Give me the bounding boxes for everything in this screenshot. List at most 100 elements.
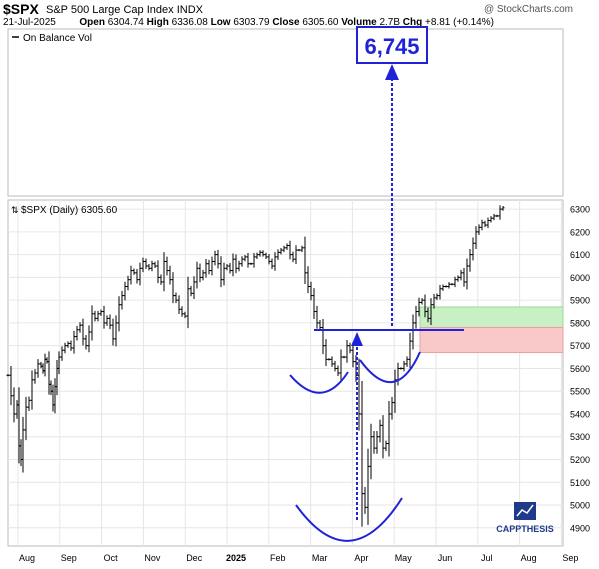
ohlc-bar <box>102 305 106 329</box>
ohlc-bar <box>93 310 97 322</box>
ohlc-bar <box>489 216 493 223</box>
ohlc-bar <box>19 439 23 467</box>
ohlc-bar <box>234 254 238 274</box>
ohlc-bar <box>99 309 103 316</box>
ohlc-bar <box>501 206 505 211</box>
ohlc-row: 21-Jul-2025 Open 6304.74 High 6336.08 Lo… <box>3 17 494 28</box>
ohlc-bar <box>483 220 487 228</box>
ohlc-bar <box>219 256 223 288</box>
ohlc-bar <box>327 358 331 361</box>
ohlc-bar <box>111 318 115 346</box>
ohlc-bar <box>264 252 268 259</box>
ohlc-bar <box>369 423 373 480</box>
ohlc-bar <box>300 245 304 253</box>
ohlc-bar <box>12 387 16 423</box>
ohlc-bar <box>43 353 47 377</box>
y-tick-label: 5000 <box>570 501 590 511</box>
y-tick-label: 5700 <box>570 341 590 351</box>
ohlc-bar <box>429 298 433 325</box>
ohlc-bar <box>444 285 448 288</box>
y-tick-label: 6300 <box>570 205 590 215</box>
y-tick-label: 5600 <box>570 364 590 374</box>
x-tick-label: Nov <box>144 553 161 563</box>
ohlc-bars <box>6 205 505 527</box>
price-panel <box>7 199 564 547</box>
ohlc-bar <box>432 294 436 309</box>
ohlc-bar <box>210 256 214 276</box>
ohlc-bar <box>27 396 31 412</box>
y-tick-label: 5100 <box>570 478 590 488</box>
ohlc-bar <box>63 342 67 354</box>
ohlc-bar <box>339 349 343 381</box>
ohlc-bar <box>435 293 439 300</box>
ohlc-bar <box>90 305 94 341</box>
y-tick-label: 5200 <box>570 455 590 465</box>
ohlc-bar <box>282 245 286 253</box>
ohlc-bar <box>447 282 451 289</box>
ohlc-bar <box>279 248 283 255</box>
ohlc-bar <box>141 257 145 273</box>
ohlc-bar <box>372 431 376 454</box>
ohlc-bar <box>492 213 496 221</box>
ohlc-bar <box>357 358 361 431</box>
up-arrow-lower <box>351 332 363 346</box>
ohlc-bar <box>399 367 403 370</box>
ohlc-bar <box>396 362 400 386</box>
change-value: +8.81 (+0.14%) <box>425 17 494 28</box>
ohlc-bar <box>45 357 49 364</box>
x-tick-label: Oct <box>104 553 119 563</box>
ohlc-bar <box>312 288 316 320</box>
ohlc-bar <box>33 369 37 384</box>
ohlc-bar <box>390 396 394 420</box>
price-legend-icon: ⇅ <box>11 206 19 216</box>
ohlc-bar <box>315 305 319 329</box>
ohlc-bar <box>123 281 127 301</box>
ohlc-bar <box>288 240 292 260</box>
ohlc-bar <box>159 274 163 285</box>
target-label-box <box>356 26 428 64</box>
ohlc-bar <box>195 261 199 289</box>
ohlc-bar <box>366 448 370 525</box>
ohlc-bar <box>165 256 169 276</box>
ohlc-bar <box>168 265 172 285</box>
ohlc-bar <box>174 292 178 304</box>
ohlc-bar <box>255 252 259 259</box>
ohlc-bar <box>321 319 325 355</box>
x-tick-label: Aug <box>521 553 537 563</box>
ohlc-bar <box>408 332 412 368</box>
high-value: 6336.08 <box>171 17 208 28</box>
ohlc-bar <box>69 340 73 351</box>
ohlc-bar <box>306 266 310 294</box>
ohlc-bar <box>240 256 244 267</box>
ohlc-bar <box>330 356 334 367</box>
ohlc-bar <box>384 440 388 452</box>
ohlc-bar <box>438 284 442 300</box>
ohlc-bar <box>177 295 181 315</box>
ohlc-bar <box>318 319 322 331</box>
ohlc-bar <box>9 365 13 406</box>
ohlc-bar <box>456 275 460 282</box>
left-shoulder-arc <box>289 371 349 394</box>
ohlc-bar <box>138 262 142 286</box>
ohlc-bar <box>231 253 235 277</box>
up-arrow-upper <box>385 64 399 80</box>
ohlc-bar <box>417 297 421 317</box>
x-tick-label: May <box>395 553 413 563</box>
ohlc-bar <box>96 310 100 322</box>
logo-text: CAPPTHESIS <box>496 524 554 534</box>
ohlc-bar <box>276 249 280 260</box>
ohlc-bar <box>498 205 502 220</box>
ohlc-bar <box>252 253 256 268</box>
ohlc-bar <box>474 226 478 249</box>
price-grid <box>8 208 563 529</box>
ohlc-bar <box>36 359 40 378</box>
y-axis: 4900 5000 5100 5200 5300 5400 5500 5600 5700 5800… <box>570 205 590 534</box>
ohlc-bar <box>495 214 499 218</box>
ohlc-bar <box>183 311 187 319</box>
ohlc-bar <box>414 305 418 329</box>
ohlc-bar <box>462 268 466 287</box>
ohlc-bar <box>87 325 91 353</box>
low-value: 6303.79 <box>233 17 270 28</box>
index-name: S&P 500 Large Cap Index INDX <box>46 4 203 16</box>
